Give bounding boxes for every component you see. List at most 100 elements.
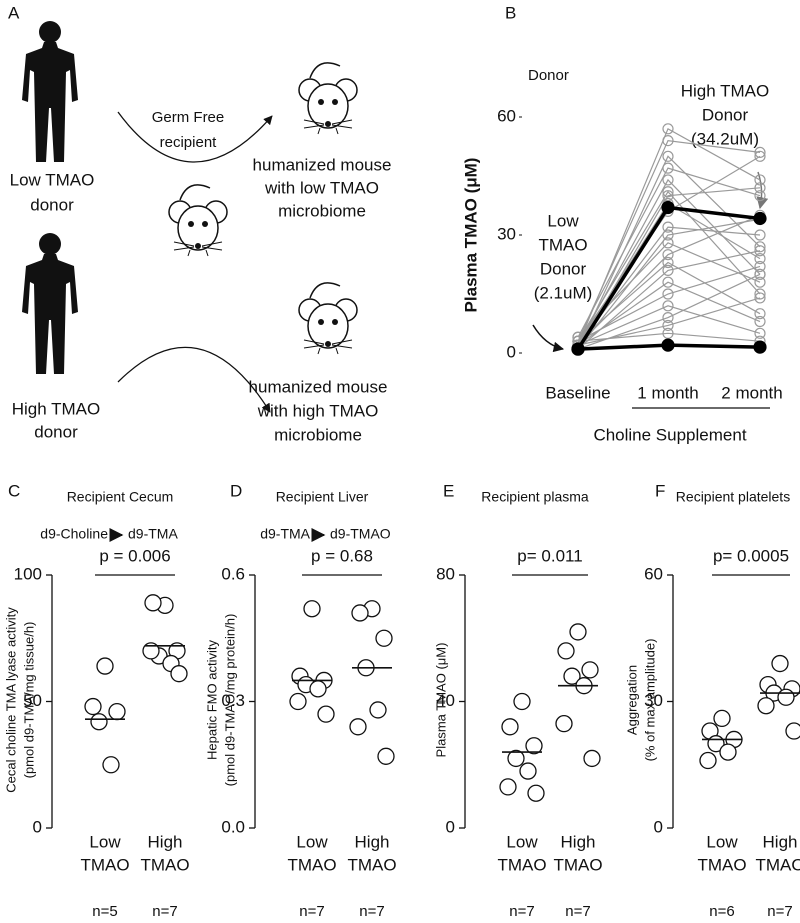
x-tick-label: Low <box>706 832 738 851</box>
data-point <box>753 340 767 354</box>
sample-size: n=7 <box>299 903 324 920</box>
y-tick-label: 40 <box>436 691 455 710</box>
data-point <box>662 288 674 300</box>
data-point <box>662 237 674 249</box>
y-tick-label: 0.0 <box>221 817 245 836</box>
data-point <box>289 692 307 711</box>
panel-letter: D <box>230 481 242 500</box>
p-value: p = 0.006 <box>99 546 170 565</box>
chart-title: Recipient plasma <box>481 489 589 505</box>
x-tick-label: High <box>355 832 390 851</box>
data-point <box>662 190 674 202</box>
subtitle: d9-TMAO <box>330 526 391 542</box>
data-point <box>661 338 675 352</box>
data-point <box>555 714 573 733</box>
subtitle: d9-Choline <box>40 526 108 542</box>
data-point <box>662 276 674 288</box>
data-point <box>144 594 162 612</box>
y-axis-label: (pmol d9-TMAO/mg protein/h) <box>222 614 237 787</box>
arrow <box>117 346 271 413</box>
series-line <box>577 218 761 350</box>
data-point <box>662 229 674 241</box>
y-tick-label: 80 <box>436 564 455 583</box>
data-point <box>662 221 674 233</box>
mouse-label: microbiome <box>274 425 362 444</box>
data-point <box>375 629 393 647</box>
donor-silhouette <box>22 233 78 374</box>
annotation-arrow <box>756 171 769 210</box>
mouse-icon <box>298 282 358 355</box>
x-tick-label: TMAO <box>553 855 602 874</box>
data-point <box>662 150 674 162</box>
sample-size: n=7 <box>359 903 384 920</box>
data-point <box>170 665 188 683</box>
data-point <box>754 182 766 194</box>
data-point <box>713 709 731 728</box>
x-tick-label: TMAO <box>287 855 336 874</box>
x-tick-label: Baseline <box>545 383 610 402</box>
data-point <box>581 661 599 679</box>
y-tick-label: 0 <box>654 817 663 836</box>
mouse-label: microbiome <box>278 201 366 220</box>
data-point <box>662 162 674 174</box>
data-point <box>96 657 114 675</box>
donor-label: High TMAO <box>12 399 101 418</box>
data-point <box>108 702 126 721</box>
data-point <box>662 174 674 186</box>
x-tick-label: Low <box>89 832 121 851</box>
y-axis-label: Aggregation <box>624 665 639 735</box>
data-point <box>513 692 531 711</box>
panel-letter: E <box>443 481 454 500</box>
data-point <box>785 722 800 740</box>
data-point <box>662 312 674 324</box>
series-line <box>577 139 761 342</box>
data-point <box>662 327 674 339</box>
annotation: Low <box>547 211 579 230</box>
data-point <box>662 249 674 261</box>
y-axis-label: Hepatic FMO activity <box>204 640 219 760</box>
data-point <box>757 697 775 715</box>
series-line <box>577 178 761 346</box>
panel-letter: C <box>8 481 20 500</box>
mouse-label: with high TMAO <box>257 401 379 420</box>
series-line <box>577 265 761 342</box>
x-tick-label: TMAO <box>497 855 546 874</box>
data-point <box>583 749 601 768</box>
p-value: p = 0.68 <box>311 546 373 565</box>
chart-title: Recipient Cecum <box>67 489 174 505</box>
x-tick-label: Low <box>506 832 538 851</box>
x-tick-label: TMAO <box>80 855 129 874</box>
x-tick-label: High <box>148 832 183 851</box>
annotation: (34.2uM) <box>691 129 759 148</box>
data-point <box>754 260 766 273</box>
data-point <box>754 276 766 288</box>
mouse-icon <box>298 62 358 135</box>
data-point <box>501 718 519 736</box>
mouse-label: with low TMAO <box>264 178 379 197</box>
annotation: Donor <box>702 105 749 124</box>
series-line <box>577 242 761 338</box>
subtitle: d9-TMA <box>260 526 310 542</box>
mouse-icon <box>168 184 228 257</box>
sample-size: n=7 <box>152 903 177 920</box>
data-point <box>569 623 587 641</box>
series-line <box>577 155 761 342</box>
data-point <box>662 135 674 147</box>
data-point <box>557 642 575 660</box>
data-point <box>309 680 327 698</box>
y-tick-label: 0 <box>33 817 42 836</box>
series-line <box>577 167 761 338</box>
series-line <box>577 281 761 346</box>
annotation: TMAO <box>538 235 587 254</box>
annotation: High TMAO <box>681 81 770 100</box>
data-point <box>303 600 321 618</box>
y-tick-label: 100 <box>14 564 42 583</box>
chart-title: Recipient platelets <box>676 489 790 505</box>
panel-letter: A <box>8 3 20 22</box>
data-point <box>662 319 674 332</box>
y-tick-label: 0.6 <box>221 564 245 583</box>
y-tick-label: 60 <box>497 106 516 125</box>
sample-size: n=7 <box>767 903 792 920</box>
p-value: p= 0.0005 <box>713 546 789 565</box>
x-tick-label: TMAO <box>140 855 189 874</box>
